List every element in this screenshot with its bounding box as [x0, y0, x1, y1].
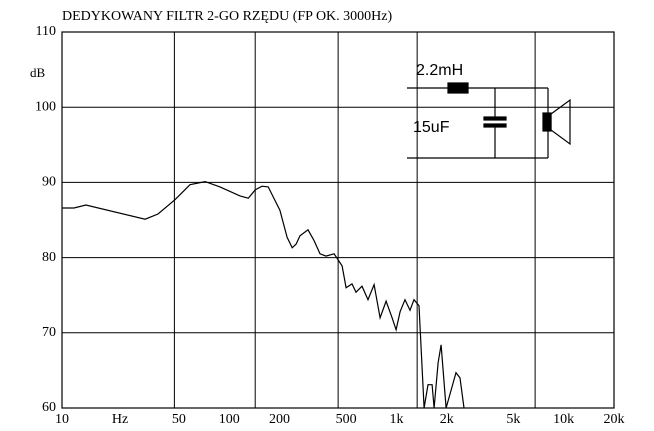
y-tick-label: 80 [42, 250, 56, 265]
x-tick-label: 50 [172, 412, 186, 427]
chart-title: DEDYKOWANY FILTR 2-GO RZĘDU (FP OK. 3000… [62, 9, 392, 24]
x-tick-label: 10 [55, 412, 69, 427]
x-tick-label: 2k [440, 412, 454, 427]
x-tick-label: 500 [336, 412, 357, 427]
x-axis-label: Hz [112, 412, 128, 427]
x-tick-label: 5k [506, 412, 520, 427]
y-tick-label: 90 [42, 175, 56, 190]
y-tick-label: 70 [42, 325, 56, 340]
y-tick-label: 100 [35, 99, 56, 114]
y-tick-label: 110 [36, 24, 56, 39]
x-tick-label: 200 [269, 412, 290, 427]
x-tick-label: 20k [604, 412, 625, 427]
inductor-label: 2.2mH [416, 62, 463, 79]
x-tick-label: 100 [219, 412, 240, 427]
circuit-inset [407, 82, 571, 159]
x-tick-label: 1k [389, 412, 403, 427]
x-tick-label: 10k [553, 412, 574, 427]
y-axis-label: dB [30, 65, 46, 80]
response-line [62, 180, 465, 409]
y-tick-label: 60 [42, 400, 56, 415]
capacitor-label: 15uF [413, 119, 450, 136]
